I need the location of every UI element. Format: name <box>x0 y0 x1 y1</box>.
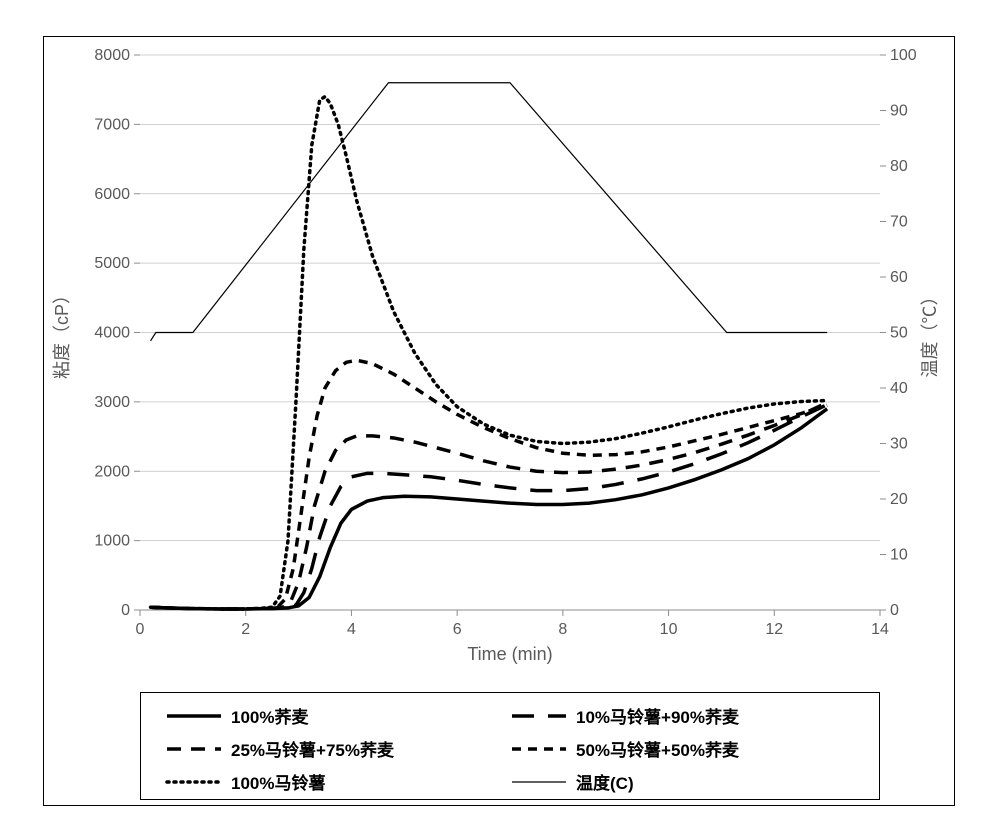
x-tick-label: 2 <box>241 621 250 638</box>
legend-label: 10%马铃薯+90%荞麦 <box>576 703 739 728</box>
y-right-tick-label: 80 <box>890 158 908 175</box>
x-tick-label: 6 <box>453 621 462 638</box>
legend-label: 温度(C) <box>576 769 634 794</box>
y-left-tick-label: 6000 <box>94 186 130 203</box>
legend-item: 25%马铃薯+75%荞麦 <box>165 736 510 761</box>
y-right-tick-label: 70 <box>890 214 908 231</box>
x-tick-label: 0 <box>136 621 145 638</box>
y-right-tick-label: 0 <box>890 602 899 619</box>
y-right-tick-label: 100 <box>890 47 917 64</box>
legend-item: 100%荞麦 <box>165 703 510 728</box>
legend-item: 温度(C) <box>510 769 855 794</box>
legend-swatch-icon <box>510 707 568 725</box>
x-tick-label: 4 <box>347 621 356 638</box>
y-left-tick-label: 0 <box>121 602 130 619</box>
x-tick-label: 14 <box>871 621 889 638</box>
legend-item: 100%马铃薯 <box>165 769 510 794</box>
x-tick-label: 10 <box>660 621 678 638</box>
legend-label: 25%马铃薯+75%荞麦 <box>231 736 394 761</box>
legend-swatch-icon <box>510 773 568 791</box>
legend-item: 50%马铃薯+50%荞麦 <box>510 736 855 761</box>
y-left-tick-label: 2000 <box>94 463 130 480</box>
legend-swatch-icon <box>510 740 568 758</box>
x-tick-label: 8 <box>558 621 567 638</box>
y-right-tick-label: 10 <box>890 547 908 564</box>
x-tick-label: 12 <box>765 621 783 638</box>
legend-label: 100%马铃薯 <box>231 769 325 794</box>
y-left-tick-label: 3000 <box>94 394 130 411</box>
y-right-axis-title: 温度（℃） <box>920 288 940 378</box>
legend-swatch-icon <box>165 707 223 725</box>
y-left-tick-label: 4000 <box>94 325 130 342</box>
y-left-tick-label: 1000 <box>94 533 130 550</box>
y-left-tick-label: 7000 <box>94 116 130 133</box>
legend-item: 10%马铃薯+90%荞麦 <box>510 703 855 728</box>
legend-swatch-icon <box>165 773 223 791</box>
y-right-tick-label: 60 <box>890 269 908 286</box>
y-left-tick-label: 5000 <box>94 255 130 272</box>
legend: 100%荞麦 10%马铃薯+90%荞麦 25%马铃薯+75%荞麦 50%马铃薯+50%… <box>140 692 880 800</box>
y-left-axis-title: 粘度（cP） <box>52 286 72 379</box>
legend-label: 50%马铃薯+50%荞麦 <box>576 736 739 761</box>
x-axis-title: Time (min) <box>467 644 552 664</box>
legend-label: 100%荞麦 <box>231 703 308 728</box>
y-right-tick-label: 20 <box>890 491 908 508</box>
y-right-tick-label: 50 <box>890 325 908 342</box>
y-left-tick-label: 8000 <box>94 47 130 64</box>
y-right-tick-label: 40 <box>890 380 908 397</box>
y-right-tick-label: 90 <box>890 103 908 120</box>
legend-swatch-icon <box>165 740 223 758</box>
y-right-tick-label: 30 <box>890 436 908 453</box>
